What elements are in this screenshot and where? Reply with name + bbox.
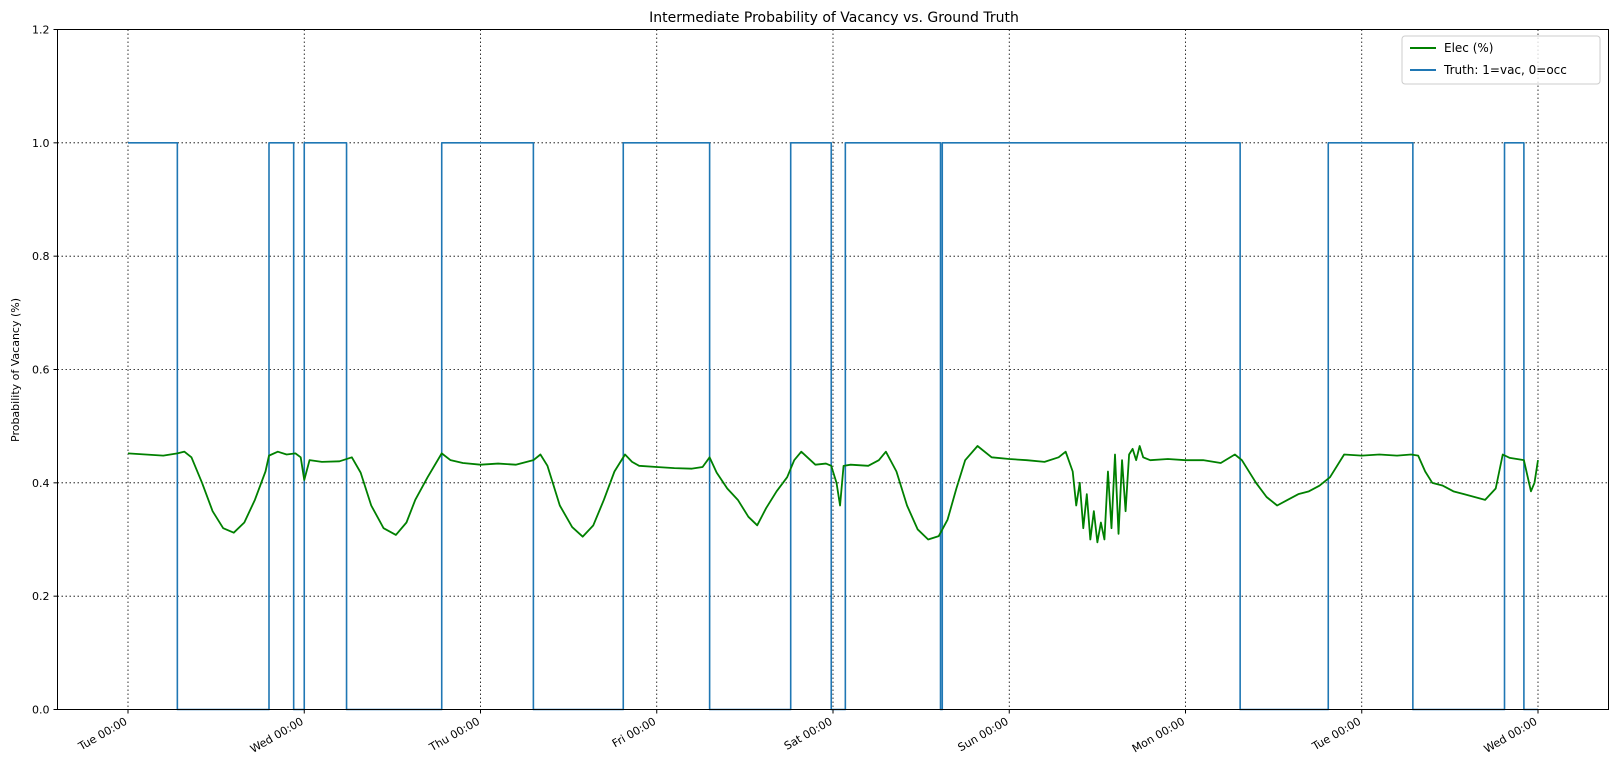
x-tick-label: Tue 00:00 [75, 715, 129, 754]
x-tick-label: Sun 00:00 [956, 715, 1011, 754]
legend-box [1401, 35, 1601, 85]
grid [57, 29, 1609, 710]
x-axis: Tue 00:00 Wed 00:00 Thu 00:00 Fri 00:00 Sat … [75, 709, 1540, 756]
legend: Elec (%) Truth: 1=vac, 0=occ [1401, 35, 1601, 85]
x-tick-label: Tue 00:00 [1309, 715, 1363, 754]
x-tick-label: Thu 00:00 [426, 715, 482, 755]
x-tick-label: Wed 00:00 [1482, 715, 1540, 756]
y-tick-label: 0.2 [32, 590, 50, 603]
x-tick-label: Fri 00:00 [610, 715, 658, 750]
y-tick-label: 0.6 [32, 364, 50, 377]
x-tick-label: Wed 00:00 [248, 715, 306, 756]
series-line-elec [127, 445, 1539, 544]
y-tick-label: 0.0 [32, 704, 50, 717]
x-tick-label: Mon 00:00 [1130, 715, 1187, 755]
legend-label-elec: Elec (%) [1444, 41, 1493, 55]
legend-label-truth: Truth: 1=vac, 0=occ [1443, 63, 1567, 77]
y-tick-label: 0.8 [32, 250, 50, 263]
y-tick-label: 1.2 [32, 24, 50, 37]
y-tick-label: 1.0 [32, 137, 50, 150]
x-tick-label: Sat 00:00 [782, 715, 835, 753]
y-tick-label: 0.4 [32, 477, 50, 490]
y-axis: 0.0 0.2 0.4 0.6 0.8 1.0 1.2 [32, 24, 58, 717]
chart-title: Intermediate Probability of Vacancy vs. … [649, 10, 1019, 26]
y-axis-label: Probability of Vacancy (%) [9, 298, 22, 442]
